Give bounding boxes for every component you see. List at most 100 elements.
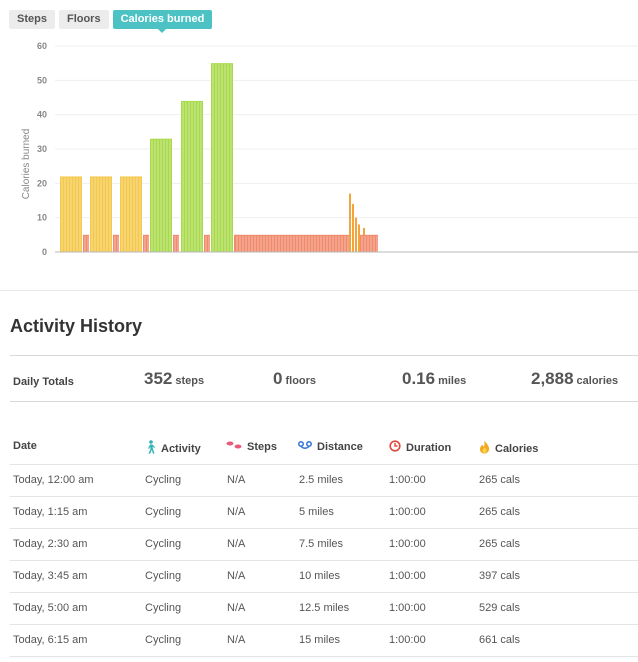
cell-calories: 529 cals bbox=[479, 602, 520, 614]
chart-y-axis-label: Calories burned bbox=[21, 129, 32, 200]
chart-bar bbox=[113, 234, 119, 252]
cell-distance: 5 miles bbox=[299, 506, 334, 518]
chart-divider bbox=[0, 290, 638, 291]
cell-steps: N/A bbox=[227, 538, 246, 550]
cell-distance: 2.5 miles bbox=[299, 474, 344, 486]
flame-icon bbox=[479, 440, 490, 457]
cell-distance: 7.5 miles bbox=[299, 538, 344, 550]
chart-tabs: Steps Floors Calories burned bbox=[9, 10, 213, 33]
cell-date: Today, 6:15 am bbox=[13, 634, 88, 646]
cell-steps: N/A bbox=[227, 474, 246, 486]
total-calories-value: 2,888 bbox=[531, 369, 574, 388]
chart-bar bbox=[204, 234, 210, 252]
cell-duration: 1:00:00 bbox=[389, 634, 426, 646]
column-header-calories[interactable]: Calories bbox=[479, 440, 538, 457]
chart-y-tick-label: 60 bbox=[37, 41, 47, 51]
row-divider bbox=[10, 592, 638, 593]
cell-distance: 15 miles bbox=[299, 634, 340, 646]
chart-y-tick-label: 40 bbox=[37, 110, 47, 120]
column-header-duration-label: Duration bbox=[406, 441, 452, 454]
cell-calories: 265 cals bbox=[479, 474, 520, 486]
cell-date: Today, 12:00 am bbox=[13, 474, 94, 486]
chart-y-tick-label: 10 bbox=[37, 213, 47, 223]
total-steps: 352 steps bbox=[144, 369, 204, 389]
total-steps-value: 352 bbox=[144, 369, 173, 388]
cell-date: Today, 3:45 am bbox=[13, 570, 88, 582]
cell-activity: Cycling bbox=[145, 602, 182, 614]
total-calories: 2,888 calories bbox=[531, 369, 618, 389]
route-icon bbox=[297, 440, 313, 453]
cell-date: Today, 1:15 am bbox=[13, 506, 88, 518]
calories-chart: 0 10 20 30 40 50 60 Calories burned bbox=[21, 41, 638, 257]
cell-calories: 397 cals bbox=[479, 570, 520, 582]
chart-bar bbox=[358, 224, 360, 252]
chart-gridlines bbox=[55, 45, 638, 219]
cell-date: Today, 2:30 am bbox=[13, 538, 88, 550]
cell-activity: Cycling bbox=[145, 570, 182, 582]
cell-duration: 1:00:00 bbox=[389, 570, 426, 582]
chart-bar bbox=[150, 138, 172, 252]
cell-steps: N/A bbox=[227, 570, 246, 582]
footprints-icon bbox=[226, 440, 242, 453]
divider bbox=[10, 401, 638, 402]
column-header-distance[interactable]: Distance bbox=[297, 440, 363, 453]
tab-steps[interactable]: Steps bbox=[9, 10, 55, 29]
walking-person-icon bbox=[145, 440, 156, 457]
cell-steps: N/A bbox=[227, 506, 246, 518]
column-header-steps-label: Steps bbox=[247, 440, 277, 453]
chart-bar bbox=[211, 63, 233, 252]
chart-bar bbox=[60, 176, 82, 252]
cell-activity: Cycling bbox=[145, 634, 182, 646]
tab-floors[interactable]: Floors bbox=[58, 10, 109, 29]
cell-activity: Cycling bbox=[145, 506, 182, 518]
total-floors: 0 floors bbox=[273, 369, 316, 389]
row-divider bbox=[10, 560, 638, 561]
column-header-date[interactable]: Date bbox=[13, 440, 37, 452]
total-floors-value: 0 bbox=[273, 369, 283, 388]
column-header-steps[interactable]: Steps bbox=[226, 440, 277, 453]
column-header-date-label: Date bbox=[13, 440, 37, 452]
column-header-duration[interactable]: Duration bbox=[389, 440, 451, 455]
cell-calories: 661 cals bbox=[479, 634, 520, 646]
divider bbox=[10, 355, 638, 356]
cell-activity: Cycling bbox=[145, 474, 182, 486]
total-miles-value: 0.16 bbox=[402, 369, 436, 388]
chart-y-tick-label: 30 bbox=[37, 144, 47, 154]
chart-bar bbox=[143, 234, 149, 252]
tab-calories-burned[interactable]: Calories burned bbox=[112, 10, 213, 33]
chart-bar bbox=[235, 234, 349, 252]
chart-y-ticks: 0 10 20 30 40 50 60 bbox=[37, 41, 47, 257]
row-divider bbox=[10, 464, 638, 465]
cell-distance: 10 miles bbox=[299, 570, 340, 582]
row-divider bbox=[10, 624, 638, 625]
total-steps-unit: steps bbox=[175, 375, 205, 387]
total-miles-unit: miles bbox=[438, 375, 467, 387]
cell-steps: N/A bbox=[227, 602, 246, 614]
clock-icon bbox=[389, 440, 401, 455]
page-title: Activity History bbox=[10, 316, 143, 336]
cell-duration: 1:00:00 bbox=[389, 506, 426, 518]
row-divider bbox=[10, 656, 638, 657]
cell-steps: N/A bbox=[227, 634, 246, 646]
cell-duration: 1:00:00 bbox=[389, 538, 426, 550]
cell-calories: 265 cals bbox=[479, 506, 520, 518]
chart-bar bbox=[120, 176, 142, 252]
chart-bar bbox=[360, 234, 378, 252]
chart-y-tick-label: 20 bbox=[37, 178, 47, 188]
cell-activity: Cycling bbox=[145, 538, 182, 550]
column-header-calories-label: Calories bbox=[495, 442, 539, 455]
chart-bar bbox=[181, 100, 203, 252]
row-divider bbox=[10, 496, 638, 497]
total-miles: 0.16 miles bbox=[402, 369, 466, 389]
chart-y-tick-label: 50 bbox=[37, 75, 47, 85]
column-header-activity[interactable]: Activity bbox=[145, 440, 201, 457]
chart-bar bbox=[173, 234, 179, 252]
chart-bars bbox=[60, 63, 378, 252]
column-header-distance-label: Distance bbox=[317, 440, 363, 453]
total-floors-unit: floors bbox=[285, 375, 317, 387]
chart-bar bbox=[349, 193, 351, 252]
cell-duration: 1:00:00 bbox=[389, 474, 426, 486]
chart-bar bbox=[90, 176, 112, 252]
cell-calories: 265 cals bbox=[479, 538, 520, 550]
chart-bar bbox=[355, 217, 357, 252]
